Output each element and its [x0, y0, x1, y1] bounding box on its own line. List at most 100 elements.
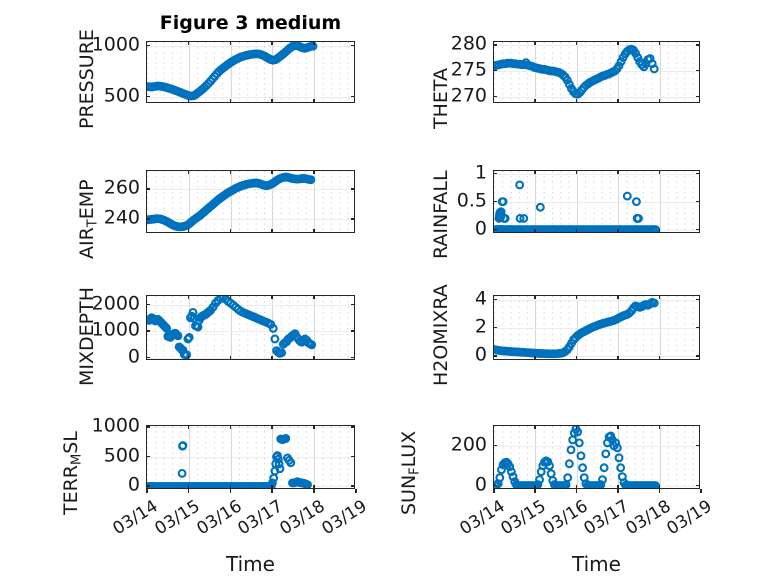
- x-tick-mark: [187, 229, 190, 233]
- x-tick-mark-bottom: [617, 489, 619, 493]
- y-tick-mark: [351, 44, 355, 47]
- x-tick-mark: [271, 295, 273, 299]
- y-tick-mark: [146, 218, 150, 220]
- x-tick-mark: [658, 485, 661, 489]
- y-tick-mark: [493, 69, 497, 72]
- y-tick-mark: [146, 455, 150, 458]
- y-tick-label: 500: [103, 84, 140, 107]
- y-tick-mark: [146, 95, 150, 98]
- y-tick-label: 0.5: [456, 189, 487, 212]
- x-tick-mark-bottom: [313, 489, 315, 493]
- x-tick-mark: [534, 356, 536, 360]
- y-tick-mark: [696, 95, 700, 98]
- x-tick-mark: [271, 425, 273, 429]
- y-tick-mark: [493, 484, 497, 487]
- x-tick-mark: [534, 485, 536, 489]
- data-series-top-left: [147, 42, 318, 101]
- y-tick-label: 0: [474, 343, 487, 366]
- x-tick-mark: [658, 41, 661, 45]
- x-tick-mark: [313, 229, 315, 233]
- y-tick-mark: [696, 172, 700, 175]
- x-tick-mark: [187, 295, 190, 299]
- x-tick-mark: [575, 229, 578, 233]
- x-tick-mark-bottom: [229, 489, 232, 493]
- y-label-subscript: F: [407, 467, 423, 475]
- y-tick-mark: [351, 188, 355, 190]
- y-tick-label: 2000: [91, 292, 140, 314]
- y-tick-mark: [493, 444, 497, 447]
- x-tick-mark: [229, 485, 232, 489]
- x-tick-mark-bottom: [658, 489, 661, 493]
- y-tick-mark: [493, 355, 497, 357]
- x-tick-mark-bottom: [493, 489, 495, 493]
- y-tick-mark: [493, 228, 497, 231]
- x-tick-mark: [534, 295, 536, 299]
- x-tick-mark: [658, 229, 661, 233]
- y-tick-label: 0: [127, 473, 140, 496]
- y-tick-label: 1000: [91, 414, 140, 437]
- axes-top-left: [146, 41, 355, 103]
- y-tick-label: 240: [103, 206, 140, 229]
- y-tick-mark: [696, 44, 700, 46]
- x-tick-mark: [617, 229, 619, 233]
- x-tick-mark: [534, 99, 536, 103]
- x-tick-mark: [575, 356, 578, 360]
- y-tick-mark: [696, 228, 700, 231]
- y-tick-label: 270: [450, 84, 487, 107]
- x-tick-mark: [658, 99, 661, 103]
- x-tick-mark: [229, 295, 232, 299]
- x-tick-mark: [187, 170, 190, 174]
- y-tick-mark: [351, 330, 355, 332]
- y-tick-mark: [493, 95, 497, 98]
- y-tick-label: 1000: [91, 33, 140, 56]
- x-tick-mark: [575, 170, 578, 174]
- x-tick-mark: [617, 41, 619, 45]
- y-tick-mark: [696, 355, 700, 357]
- y-label-base: SUN: [398, 474, 420, 515]
- x-tick-mark: [617, 356, 619, 360]
- data-series-row2-right: [494, 180, 660, 232]
- x-tick-mark: [658, 356, 661, 360]
- y-tick-mark: [146, 356, 150, 359]
- y-tick-label: 0: [474, 217, 487, 239]
- data-series-row2-left: [147, 172, 316, 232]
- x-tick-mark-bottom: [271, 489, 273, 493]
- y-tick-mark: [146, 44, 150, 47]
- y-tick-mark: [696, 69, 700, 72]
- x-tick-mark: [617, 425, 619, 429]
- figure-title: Figure 3 medium: [159, 12, 342, 34]
- x-tick-mark: [271, 41, 273, 45]
- y-tick-label: 500: [103, 444, 140, 467]
- x-tick-mark: [534, 170, 536, 174]
- x-tick-mark: [187, 485, 190, 489]
- x-tick-mark: [187, 425, 190, 429]
- x-tick-mark: [534, 41, 536, 45]
- x-tick-mark-bottom: [700, 489, 702, 493]
- x-tick-mark-bottom: [575, 489, 578, 493]
- x-tick-mark: [229, 170, 232, 174]
- y-tick-mark: [493, 298, 497, 301]
- x-tick-mark: [534, 229, 536, 233]
- x-tick-mark: [313, 99, 315, 103]
- x-tick-mark: [575, 295, 578, 299]
- axes-row4-left: [146, 425, 355, 489]
- x-tick-mark: [187, 356, 190, 360]
- y-tick-mark: [146, 485, 150, 487]
- x-tick-mark: [229, 99, 232, 103]
- x-tick-mark: [229, 229, 232, 233]
- x-tick-mark: [271, 485, 273, 489]
- data-series-row3-left: [147, 296, 317, 359]
- y-tick-mark: [351, 356, 355, 359]
- x-tick-mark: [575, 425, 578, 429]
- axes-row4-right: [493, 425, 700, 489]
- y-tick-mark: [493, 200, 497, 203]
- x-tick-mark: [187, 41, 190, 45]
- y-tick-mark: [351, 426, 355, 428]
- x-tick-mark: [617, 99, 619, 103]
- y-tick-mark: [696, 200, 700, 203]
- y-tick-mark: [146, 330, 150, 332]
